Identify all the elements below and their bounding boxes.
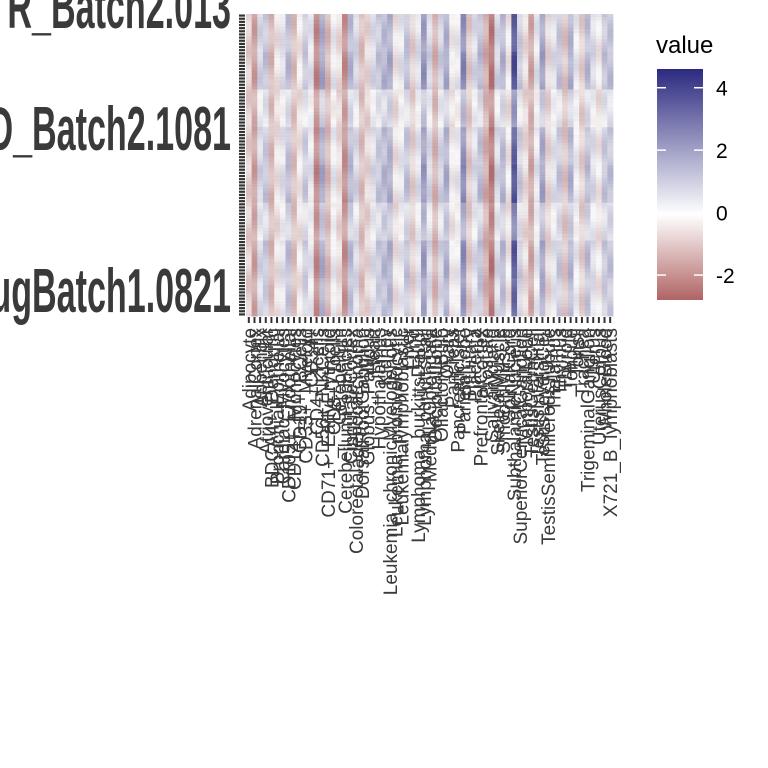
heatmap-figure: NTR_Batch2.013GS_T2D_Batch2.1081DrugBatc… — [0, 0, 735, 595]
